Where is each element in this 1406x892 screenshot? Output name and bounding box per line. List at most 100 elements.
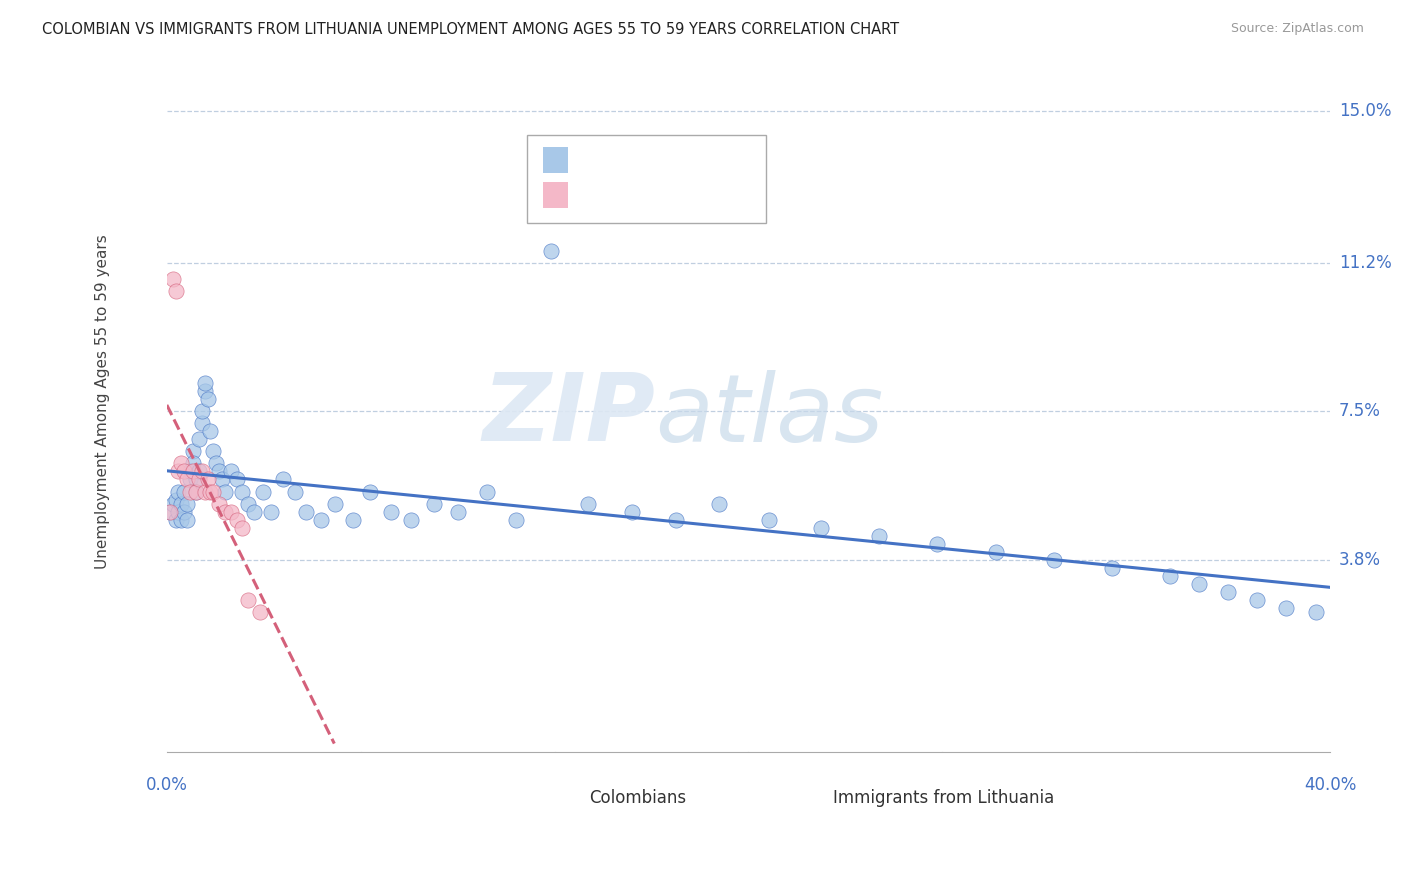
Text: R =  -0.138   N = 69: R = -0.138 N = 69 [575, 151, 744, 169]
Point [540, 244, 562, 258]
Point [1305, 605, 1327, 619]
Text: 11.2%: 11.2% [1339, 254, 1392, 272]
Text: atlas: atlas [655, 370, 883, 461]
FancyBboxPatch shape [543, 147, 568, 173]
Point [665, 512, 688, 526]
Point [1159, 568, 1181, 582]
Point [179, 484, 201, 499]
Point [423, 496, 446, 510]
Point [187, 473, 209, 487]
Point [225, 512, 247, 526]
Text: ZIP: ZIP [482, 369, 655, 461]
Point [927, 536, 949, 550]
Point [475, 484, 498, 499]
Point [190, 404, 212, 418]
Point [1101, 560, 1123, 574]
Point [219, 504, 242, 518]
Point [1275, 600, 1298, 615]
Point [173, 504, 195, 518]
Text: 40.0%: 40.0% [1303, 776, 1357, 794]
Point [170, 457, 193, 471]
Point [167, 484, 190, 499]
Point [202, 484, 225, 499]
FancyBboxPatch shape [801, 787, 827, 808]
Point [197, 473, 219, 487]
Point [190, 417, 212, 431]
Point [252, 484, 274, 499]
Point [202, 444, 225, 458]
Point [170, 512, 193, 526]
Point [176, 496, 198, 510]
Point [621, 504, 644, 518]
Point [243, 504, 266, 518]
Point [165, 512, 187, 526]
Point [1246, 592, 1268, 607]
Point [179, 473, 201, 487]
Point [868, 528, 890, 542]
Point [260, 504, 283, 518]
Point [238, 592, 260, 607]
Point [211, 473, 233, 487]
Point [325, 496, 347, 510]
Point [1188, 576, 1211, 591]
Point [271, 473, 294, 487]
Point [214, 484, 236, 499]
Point [1218, 584, 1240, 599]
Point [181, 457, 204, 471]
Point [187, 433, 209, 447]
Point [238, 496, 260, 510]
Point [505, 512, 527, 526]
Point [173, 484, 195, 499]
Point [295, 504, 318, 518]
Point [205, 457, 228, 471]
Point [194, 484, 217, 499]
Text: Colombians: Colombians [589, 789, 686, 806]
Point [167, 504, 190, 518]
Point [200, 425, 222, 439]
Point [208, 496, 231, 510]
Point [249, 605, 271, 619]
Point [225, 473, 247, 487]
Point [167, 465, 190, 479]
Point [380, 504, 402, 518]
Point [170, 496, 193, 510]
Point [190, 465, 212, 479]
Point [176, 512, 198, 526]
Text: R =  -0.309   N = 23: R = -0.309 N = 23 [575, 186, 744, 204]
Point [231, 520, 253, 534]
Point [231, 484, 253, 499]
Point [208, 465, 231, 479]
Text: 15.0%: 15.0% [1339, 102, 1392, 120]
Text: Unemployment Among Ages 55 to 59 years: Unemployment Among Ages 55 to 59 years [96, 234, 110, 569]
Point [214, 504, 236, 518]
FancyBboxPatch shape [557, 787, 582, 808]
Point [176, 473, 198, 487]
Point [184, 473, 207, 487]
Point [284, 484, 307, 499]
Point [181, 465, 204, 479]
Point [184, 484, 207, 499]
Text: 3.8%: 3.8% [1339, 550, 1381, 568]
Point [758, 512, 780, 526]
Point [219, 465, 242, 479]
Point [810, 520, 832, 534]
Point [162, 272, 184, 286]
Text: COLOMBIAN VS IMMIGRANTS FROM LITHUANIA UNEMPLOYMENT AMONG AGES 55 TO 59 YEARS CO: COLOMBIAN VS IMMIGRANTS FROM LITHUANIA U… [42, 22, 900, 37]
Text: Immigrants from Lithuania: Immigrants from Lithuania [834, 789, 1054, 806]
Text: 0.0%: 0.0% [146, 776, 188, 794]
Point [181, 444, 204, 458]
Point [1042, 552, 1064, 566]
Text: Source: ZipAtlas.com: Source: ZipAtlas.com [1230, 22, 1364, 36]
FancyBboxPatch shape [527, 135, 766, 222]
Point [342, 512, 364, 526]
Point [359, 484, 381, 499]
Point [179, 465, 201, 479]
Point [165, 492, 187, 507]
Point [173, 465, 195, 479]
Point [194, 376, 217, 391]
FancyBboxPatch shape [543, 182, 568, 209]
Text: 7.5%: 7.5% [1339, 402, 1381, 420]
Point [165, 284, 187, 298]
Point [184, 484, 207, 499]
Point [709, 496, 731, 510]
